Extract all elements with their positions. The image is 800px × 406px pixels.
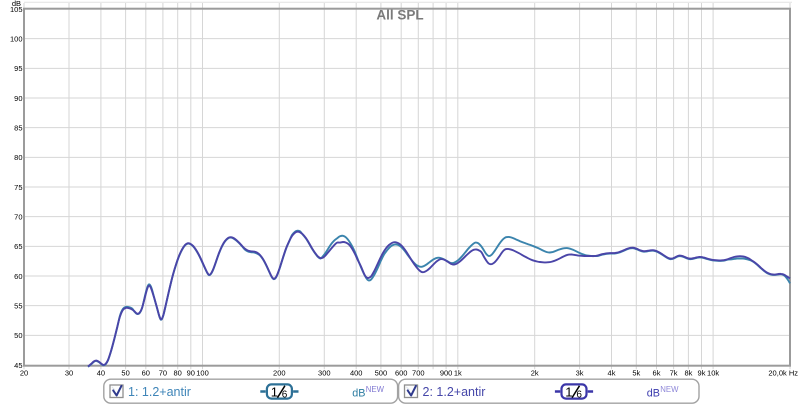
svg-text:85: 85 bbox=[14, 124, 22, 133]
svg-text:9k: 9k bbox=[698, 368, 706, 377]
svg-text:90: 90 bbox=[14, 94, 22, 103]
svg-text:20,0k Hz: 20,0k Hz bbox=[768, 368, 798, 377]
svg-text:900: 900 bbox=[440, 368, 453, 377]
svg-text:8k: 8k bbox=[684, 368, 692, 377]
svg-text:95: 95 bbox=[14, 64, 22, 73]
svg-text:50: 50 bbox=[121, 368, 129, 377]
svg-text:20: 20 bbox=[20, 368, 28, 377]
svg-text:65: 65 bbox=[14, 242, 22, 251]
svg-text:105: 105 bbox=[10, 5, 23, 14]
svg-text:1: 1 bbox=[565, 385, 572, 400]
svg-text:10k: 10k bbox=[707, 368, 719, 377]
svg-text:80: 80 bbox=[174, 368, 182, 377]
svg-text:6: 6 bbox=[282, 389, 288, 400]
svg-text:2k: 2k bbox=[531, 368, 539, 377]
svg-text:200: 200 bbox=[273, 368, 286, 377]
svg-text:700: 700 bbox=[412, 368, 425, 377]
svg-text:6k: 6k bbox=[653, 368, 661, 377]
svg-text:70: 70 bbox=[159, 368, 167, 377]
svg-text:55: 55 bbox=[14, 302, 22, 311]
svg-text:60: 60 bbox=[14, 272, 22, 281]
svg-text:3k: 3k bbox=[576, 368, 584, 377]
svg-text:1: 1.2+antir: 1: 1.2+antir bbox=[128, 385, 191, 399]
svg-text:45: 45 bbox=[14, 361, 22, 370]
svg-text:4k: 4k bbox=[608, 368, 616, 377]
svg-text:NEW: NEW bbox=[366, 385, 385, 394]
svg-text:6: 6 bbox=[576, 389, 582, 400]
svg-text:600: 600 bbox=[395, 368, 408, 377]
svg-text:1k: 1k bbox=[454, 368, 462, 377]
svg-text:dB: dB bbox=[12, 0, 21, 8]
svg-text:2: 1.2+antir: 2: 1.2+antir bbox=[423, 385, 486, 399]
svg-text:30: 30 bbox=[65, 368, 73, 377]
svg-text:80: 80 bbox=[14, 153, 22, 162]
svg-text:400: 400 bbox=[350, 368, 363, 377]
svg-text:All SPL: All SPL bbox=[376, 8, 423, 23]
svg-text:90: 90 bbox=[187, 368, 195, 377]
svg-text:5k: 5k bbox=[632, 368, 640, 377]
svg-text:60: 60 bbox=[142, 368, 150, 377]
svg-text:100: 100 bbox=[196, 368, 209, 377]
svg-text:300: 300 bbox=[318, 368, 331, 377]
svg-text:7k: 7k bbox=[670, 368, 678, 377]
svg-text:100: 100 bbox=[10, 35, 23, 44]
svg-text:500: 500 bbox=[375, 368, 388, 377]
svg-text:75: 75 bbox=[14, 183, 22, 192]
svg-text:1: 1 bbox=[271, 385, 278, 400]
svg-text:dB: dB bbox=[352, 387, 365, 399]
svg-text:50: 50 bbox=[14, 331, 22, 340]
svg-text:dB: dB bbox=[647, 387, 660, 399]
svg-text:NEW: NEW bbox=[660, 385, 679, 394]
svg-text:40: 40 bbox=[97, 368, 105, 377]
svg-text:70: 70 bbox=[14, 213, 22, 222]
